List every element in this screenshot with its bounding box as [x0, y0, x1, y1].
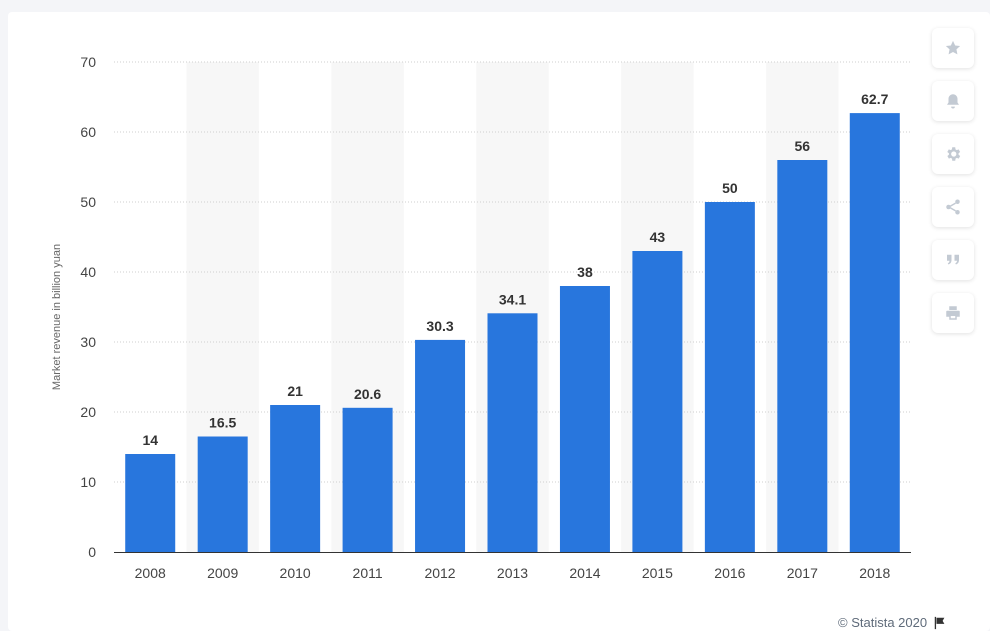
bar[interactable]: [125, 454, 176, 552]
bar-value-label: 43: [650, 229, 666, 245]
y-tick-label: 10: [80, 474, 96, 490]
favorite-button[interactable]: [932, 28, 974, 68]
share-button[interactable]: [932, 187, 974, 227]
bar[interactable]: [415, 339, 466, 552]
bar[interactable]: [559, 286, 610, 552]
bar-value-label: 20.6: [354, 386, 381, 402]
bar[interactable]: [487, 313, 538, 552]
x-tick-label: 2008: [135, 565, 166, 581]
bars: [125, 113, 900, 552]
y-tick-label: 20: [80, 404, 96, 420]
y-tick-label: 40: [80, 264, 96, 280]
gear-icon: [947, 147, 961, 161]
cite-button[interactable]: [932, 240, 974, 280]
bar-value-labels: 14 16.5 21 20.6 30.3 34.1 38 43 50 56 62.7: [142, 91, 888, 448]
bar-value-label: 50: [722, 180, 738, 196]
print-button[interactable]: [932, 293, 974, 333]
x-tick-label: 2010: [280, 565, 311, 581]
x-tick-label: 2012: [424, 565, 455, 581]
flag-icon: [934, 616, 945, 629]
print-icon: [946, 306, 960, 320]
y-axis-label: Market revenue in billion yuan: [51, 244, 63, 390]
bar[interactable]: [777, 160, 828, 552]
x-tick-label: 2015: [642, 565, 673, 581]
statista-credit[interactable]: © Statista 2020: [838, 615, 947, 630]
bar[interactable]: [342, 407, 393, 552]
notification-button[interactable]: [932, 81, 974, 121]
bar[interactable]: [270, 405, 321, 552]
bar-chart: 14 16.5 21 20.6 30.3 34.1 38 43 50 56 62.7 0 10 20 30…: [51, 54, 911, 581]
credit-text: © Statista 2020: [838, 615, 928, 630]
x-tick-label: 2009: [207, 565, 238, 581]
y-tick-label: 30: [80, 334, 96, 350]
bar-value-label: 21: [287, 383, 303, 399]
bar-value-label: 30.3: [426, 318, 453, 334]
bar[interactable]: [704, 202, 755, 552]
x-tick-label: 2018: [859, 565, 890, 581]
quote-icon: [947, 254, 959, 265]
bar[interactable]: [197, 436, 248, 553]
x-tick-label: 2016: [714, 565, 745, 581]
bar-value-label: 14: [142, 432, 158, 448]
chart-card: 14 16.5 21 20.6 30.3 34.1 38 43 50 56 62.7 0 10 20 30…: [8, 12, 990, 631]
bar-value-label: 16.5: [209, 415, 236, 431]
x-tick-label: 2013: [497, 565, 528, 581]
x-axis-ticks: 2008 2009 2010 2011 2012 2013 2014 2015 2016 2017…: [135, 565, 891, 581]
chart-toolbar: [932, 28, 976, 346]
x-tick-label: 2011: [353, 565, 383, 581]
x-tick-label: 2017: [787, 565, 818, 581]
settings-button[interactable]: [932, 134, 974, 174]
star-icon: [945, 40, 961, 55]
bar[interactable]: [632, 251, 683, 552]
y-tick-label: 50: [80, 194, 96, 210]
y-axis-ticks: 0 10 20 30 40 50 60 70: [80, 54, 96, 560]
y-tick-label: 60: [80, 124, 96, 140]
share-icon: [946, 199, 960, 215]
bar-value-label: 34.1: [499, 291, 526, 307]
x-tick-label: 2014: [569, 565, 600, 581]
bell-icon: [947, 94, 959, 109]
bar[interactable]: [849, 113, 900, 552]
bar-value-label: 62.7: [861, 91, 888, 107]
bar-value-label: 56: [795, 138, 811, 154]
y-tick-label: 70: [80, 54, 96, 70]
bar-value-label: 38: [577, 264, 593, 280]
y-tick-label: 0: [88, 544, 96, 560]
